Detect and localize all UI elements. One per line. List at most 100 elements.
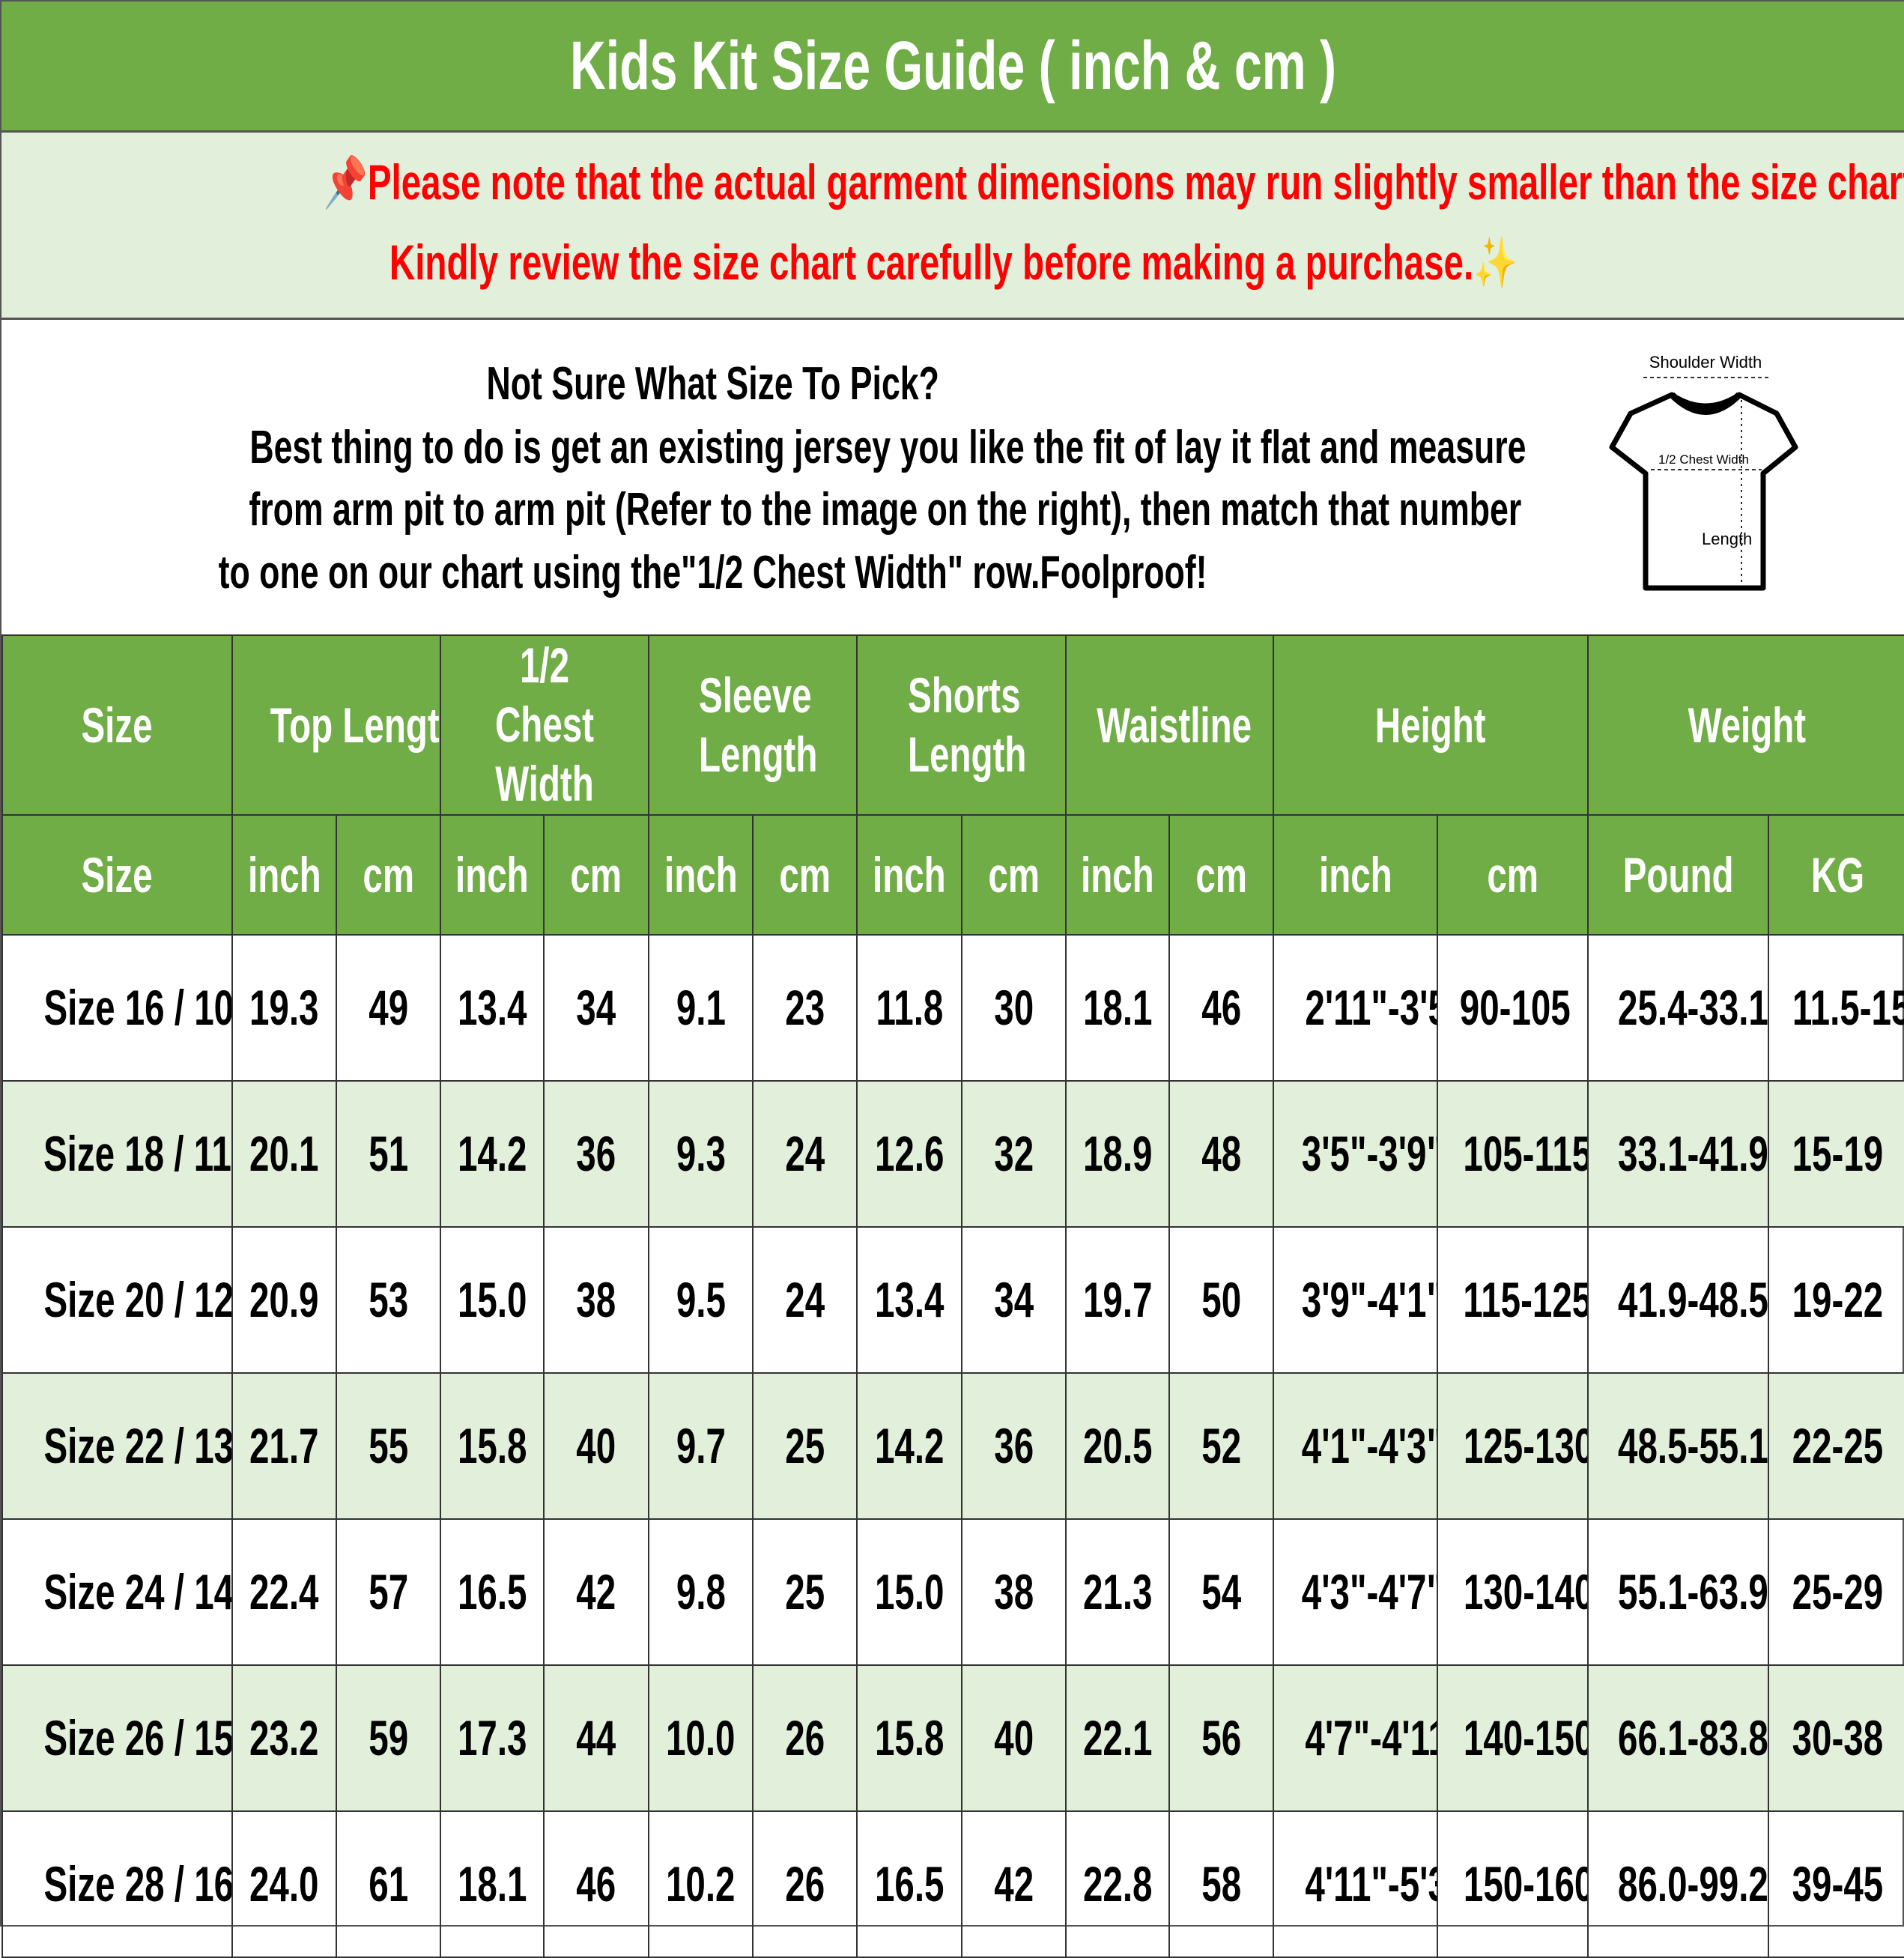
value-cell: 36: [961, 1371, 1067, 1520]
size-label-cell: Size 18 / 110: [1, 1079, 233, 1228]
table-row: Size 16 / 100 19.3 49 13.4 34 9.1 23 11.8 30 18.1…: [1, 933, 1904, 1082]
value-cell: 39-45: [1768, 1810, 1904, 1958]
size-label-cell-text: Size 20 / 120: [43, 1272, 232, 1328]
header-unit: Size: [1, 813, 233, 936]
value-cell: 18.9: [1065, 1079, 1170, 1228]
tshirt-diagram-icon: Shoulder Width 1/2 Chest Width Length: [1609, 353, 1798, 591]
value-cell-text: 40: [994, 1710, 1034, 1766]
value-cell: 54: [1168, 1518, 1274, 1666]
size-table: Size Top Length 1/2 Chest Width Sleeve Leng…: [1, 634, 1904, 1958]
value-cell: 30: [961, 933, 1067, 1082]
value-cell: 140-150: [1436, 1664, 1589, 1812]
header-unit-text: cm: [988, 846, 1040, 903]
value-cell-text: 140-150: [1463, 1710, 1589, 1766]
value-cell: 22.4: [231, 1518, 337, 1666]
header-group: Weight: [1587, 634, 1904, 816]
value-cell-text: 53: [369, 1272, 408, 1328]
header-unit-text: cm: [570, 846, 622, 903]
size-label-cell-text: Size 24 / 140: [43, 1564, 232, 1620]
value-cell-text: 15.0: [874, 1564, 945, 1620]
value-cell-text: 39-45: [1792, 1856, 1883, 1912]
value-cell-text: 51: [369, 1126, 408, 1182]
value-cell-text: 55.1-63.9: [1618, 1564, 1768, 1620]
header-unit: cm: [543, 813, 649, 936]
value-cell-text: 9.7: [676, 1418, 726, 1474]
value-cell: 20.1: [231, 1079, 337, 1228]
value-cell: 22-25: [1768, 1371, 1904, 1520]
value-cell-text: 9.3: [676, 1126, 726, 1182]
value-cell: 9.7: [648, 1371, 754, 1520]
value-cell: 57: [336, 1518, 441, 1666]
value-cell-text: 9.1: [676, 980, 726, 1036]
value-cell: 34: [543, 933, 649, 1082]
value-cell: 3'9"-4'1": [1273, 1225, 1438, 1374]
header-group-text: 1/2 Chest Width: [494, 637, 595, 812]
value-cell-text: 52: [1201, 1418, 1241, 1474]
value-cell: 20.5: [1065, 1371, 1170, 1520]
value-cell: 125-130: [1436, 1371, 1589, 1520]
header-group-text: Weight: [1688, 697, 1807, 753]
value-cell: 38: [961, 1518, 1067, 1666]
value-cell: 25-29: [1768, 1518, 1904, 1666]
value-cell: 36: [543, 1079, 649, 1228]
value-cell: 17.3: [440, 1664, 545, 1812]
value-cell: 4'7"-4'11": [1273, 1664, 1438, 1812]
value-cell: 24.0: [231, 1810, 337, 1958]
header-unit-text: Size: [81, 846, 154, 903]
value-cell: 53: [336, 1225, 441, 1374]
value-cell-text: 24: [785, 1126, 825, 1182]
value-cell-text: 3'5"-3'9": [1301, 1126, 1437, 1182]
value-cell-text: 20.5: [1082, 1418, 1153, 1474]
value-cell: 42: [961, 1810, 1067, 1958]
value-cell-text: 15.8: [457, 1418, 527, 1474]
value-cell: 25: [752, 1518, 858, 1666]
value-cell: 26: [752, 1810, 858, 1958]
value-cell: 19-22: [1768, 1225, 1904, 1374]
value-cell: 51: [336, 1079, 441, 1228]
value-cell: 49: [336, 933, 441, 1082]
header-unit: inch: [1273, 813, 1438, 936]
value-cell-text: 25-29: [1792, 1564, 1883, 1620]
size-label-cell: Size 22 / 130: [1, 1371, 233, 1520]
size-label-cell-text: Size 18 / 110: [43, 1126, 232, 1182]
value-cell: 23: [752, 933, 858, 1082]
value-cell: 46: [1168, 933, 1274, 1082]
table-row: Size 18 / 110 20.1 51 14.2 36 9.3 24 12.6 32 18.9…: [1, 1079, 1904, 1228]
value-cell: 66.1-83.8: [1587, 1664, 1770, 1812]
value-cell-text: 46: [576, 1856, 616, 1912]
value-cell-text: 21.3: [1082, 1564, 1153, 1620]
header-unit-text: inch: [873, 846, 946, 903]
value-cell-text: 4'11"-5'3": [1305, 1856, 1436, 1912]
value-cell: 10.0: [648, 1664, 754, 1812]
header-group: Top Length: [231, 634, 441, 816]
header-unit: cm: [1168, 813, 1274, 936]
value-cell-text: 10.0: [666, 1710, 736, 1766]
value-cell-text: 58: [1201, 1856, 1241, 1912]
value-cell-text: 22.4: [249, 1564, 319, 1620]
value-cell: 40: [961, 1664, 1067, 1812]
value-cell-text: 54: [1201, 1564, 1241, 1620]
size-label-cell: Size 16 / 100: [1, 933, 233, 1082]
value-cell: 32: [961, 1079, 1067, 1228]
value-cell: 130-140: [1436, 1518, 1589, 1666]
value-cell: 40: [543, 1371, 649, 1520]
value-cell-text: 130-140: [1463, 1564, 1589, 1620]
value-cell-text: 46: [1201, 980, 1241, 1036]
header-unit-text: inch: [455, 846, 529, 903]
size-label-cell-text: Size 22 / 130: [43, 1418, 232, 1474]
value-cell-text: 34: [994, 1272, 1034, 1328]
value-cell: 15.0: [856, 1518, 962, 1666]
value-cell-text: 19.7: [1082, 1272, 1153, 1328]
value-cell: 21.7: [231, 1371, 337, 1520]
value-cell-text: 12.6: [874, 1126, 945, 1182]
value-cell-text: 19.3: [249, 980, 319, 1036]
value-cell: 52: [1168, 1371, 1274, 1520]
value-cell-text: 30-38: [1792, 1710, 1883, 1766]
value-cell: 15.0: [440, 1225, 545, 1374]
value-cell: 20.9: [231, 1225, 337, 1374]
header-unit: cm: [1436, 813, 1589, 936]
size-label-cell: Size 26 / 150: [1, 1664, 233, 1812]
value-cell-text: 15.8: [874, 1710, 945, 1766]
size-label-cell: Size 24 / 140: [1, 1518, 233, 1666]
header-unit: cm: [752, 813, 858, 936]
